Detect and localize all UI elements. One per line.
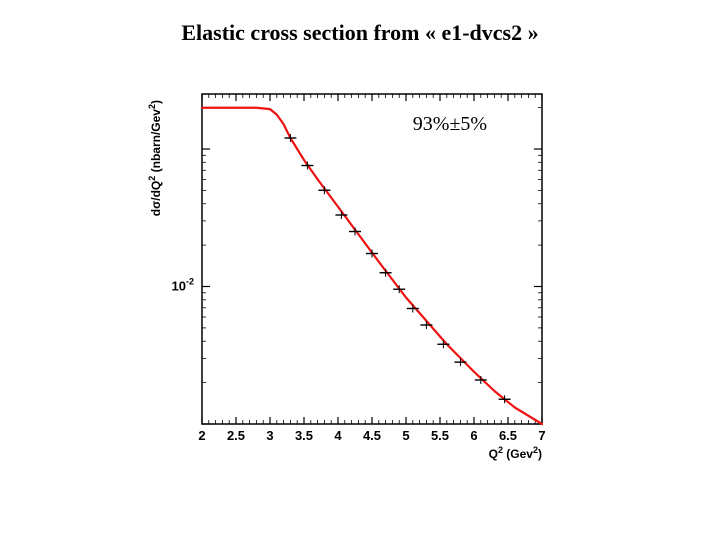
page-title: Elastic cross section from « e1-dvcs2 » bbox=[0, 20, 720, 46]
svg-text:3: 3 bbox=[266, 428, 273, 443]
svg-text:4: 4 bbox=[334, 428, 342, 443]
chart-svg: 2 2.5 3 3.5 4 4.5 5 5.5 6 6.5 7 10-2 Q2 (Gev2) dσ/dQ2… bbox=[140, 80, 580, 480]
cross-section-chart: 2 2.5 3 3.5 4 4.5 5 5.5 6 6.5 7 10-2 Q2 (Gev2) dσ/dQ2… bbox=[140, 80, 580, 480]
svg-text:6.5: 6.5 bbox=[499, 428, 517, 443]
page-root: Elastic cross section from « e1-dvcs2 » … bbox=[0, 0, 720, 540]
svg-text:Q2 (Gev2): Q2 (Gev2) bbox=[489, 445, 542, 461]
svg-text:7: 7 bbox=[538, 428, 545, 443]
svg-text:93%±5%: 93%±5% bbox=[413, 113, 487, 135]
svg-text:2.5: 2.5 bbox=[227, 428, 245, 443]
svg-text:dσ/dQ2 (nbarn/Gev2): dσ/dQ2 (nbarn/Gev2) bbox=[147, 100, 163, 216]
svg-text:4.5: 4.5 bbox=[363, 428, 381, 443]
svg-text:2: 2 bbox=[198, 428, 205, 443]
svg-text:5: 5 bbox=[402, 428, 409, 443]
svg-text:10-2: 10-2 bbox=[172, 277, 194, 294]
svg-text:6: 6 bbox=[470, 428, 477, 443]
svg-text:3.5: 3.5 bbox=[295, 428, 313, 443]
svg-text:5.5: 5.5 bbox=[431, 428, 449, 443]
